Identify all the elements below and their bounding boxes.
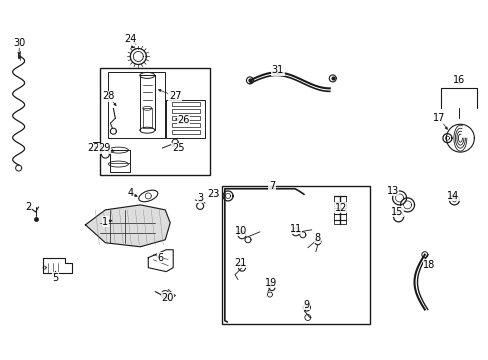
Text: 26: 26 [177, 115, 189, 125]
Text: 9: 9 [303, 300, 309, 310]
Text: 31: 31 [271, 66, 284, 76]
Text: 11: 11 [289, 224, 302, 234]
Text: 21: 21 [233, 258, 245, 268]
Text: 15: 15 [390, 207, 403, 217]
Bar [110, 150, 130, 172]
Text: 27: 27 [168, 91, 181, 101]
Polygon shape [85, 205, 170, 247]
Bar [172, 130, 200, 134]
Bar [172, 116, 200, 120]
Text: 29: 29 [98, 143, 110, 153]
Text: 12: 12 [334, 203, 346, 213]
Text: 3: 3 [197, 193, 203, 203]
Text: 1: 1 [102, 217, 108, 227]
Bar [172, 102, 200, 106]
Bar [172, 109, 200, 113]
Text: 20: 20 [161, 293, 173, 302]
Bar [333, 196, 345, 224]
Text: 13: 13 [386, 186, 398, 196]
Text: 5: 5 [52, 273, 59, 283]
Text: 8: 8 [314, 233, 320, 243]
Text: 6: 6 [157, 253, 163, 263]
Text: 30: 30 [14, 37, 26, 48]
Text: 14: 14 [447, 191, 459, 201]
Text: 17: 17 [432, 113, 445, 123]
Text: 24: 24 [124, 33, 136, 44]
Text: 16: 16 [452, 75, 465, 85]
Bar [166, 100, 204, 138]
Bar [100, 68, 210, 175]
Text: 19: 19 [264, 278, 277, 288]
Text: 22: 22 [87, 143, 100, 153]
Bar [108, 72, 165, 138]
Text: 2: 2 [25, 202, 32, 212]
Text: 7: 7 [268, 181, 274, 191]
Bar [172, 123, 200, 127]
Bar [222, 186, 369, 324]
Text: 28: 28 [102, 91, 114, 101]
Text: 10: 10 [234, 226, 246, 236]
Bar [143, 108, 152, 128]
Text: 25: 25 [172, 143, 184, 153]
Text: 4: 4 [127, 188, 133, 198]
Text: 23: 23 [206, 189, 219, 199]
Text: 18: 18 [423, 260, 435, 270]
